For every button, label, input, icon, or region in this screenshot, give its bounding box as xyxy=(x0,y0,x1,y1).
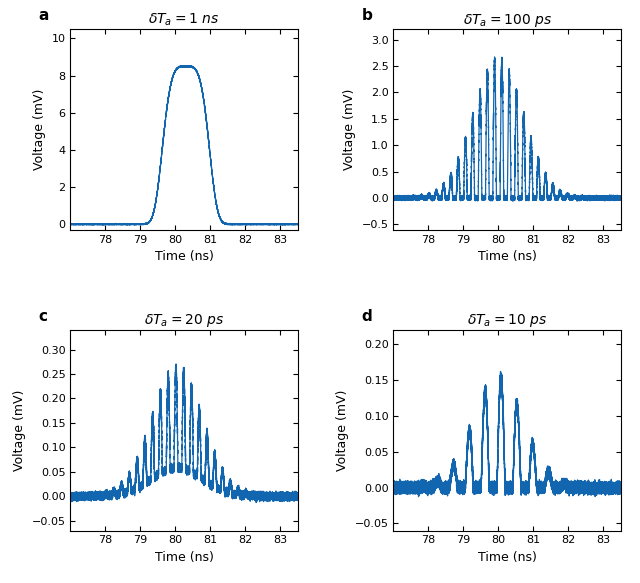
X-axis label: Time (ns): Time (ns) xyxy=(155,250,214,263)
Title: $\delta T_a = 100\ ps$: $\delta T_a = 100\ ps$ xyxy=(463,12,552,29)
Y-axis label: Voltage (mV): Voltage (mV) xyxy=(336,389,349,471)
Title: $\delta T_a = 20\ ps$: $\delta T_a = 20\ ps$ xyxy=(144,312,224,329)
Y-axis label: Voltage (mV): Voltage (mV) xyxy=(343,89,356,170)
Text: c: c xyxy=(38,309,47,324)
Title: $\delta T_a = 10\ ps$: $\delta T_a = 10\ ps$ xyxy=(467,312,547,329)
Text: b: b xyxy=(362,8,372,23)
Y-axis label: Voltage (mV): Voltage (mV) xyxy=(33,89,46,170)
Title: $\delta T_a = 1\ ns$: $\delta T_a = 1\ ns$ xyxy=(148,12,220,28)
Y-axis label: Voltage (mV): Voltage (mV) xyxy=(13,389,26,471)
X-axis label: Time (ns): Time (ns) xyxy=(477,551,536,564)
Text: d: d xyxy=(362,309,372,324)
Text: a: a xyxy=(38,8,49,23)
X-axis label: Time (ns): Time (ns) xyxy=(155,551,214,564)
X-axis label: Time (ns): Time (ns) xyxy=(477,250,536,263)
